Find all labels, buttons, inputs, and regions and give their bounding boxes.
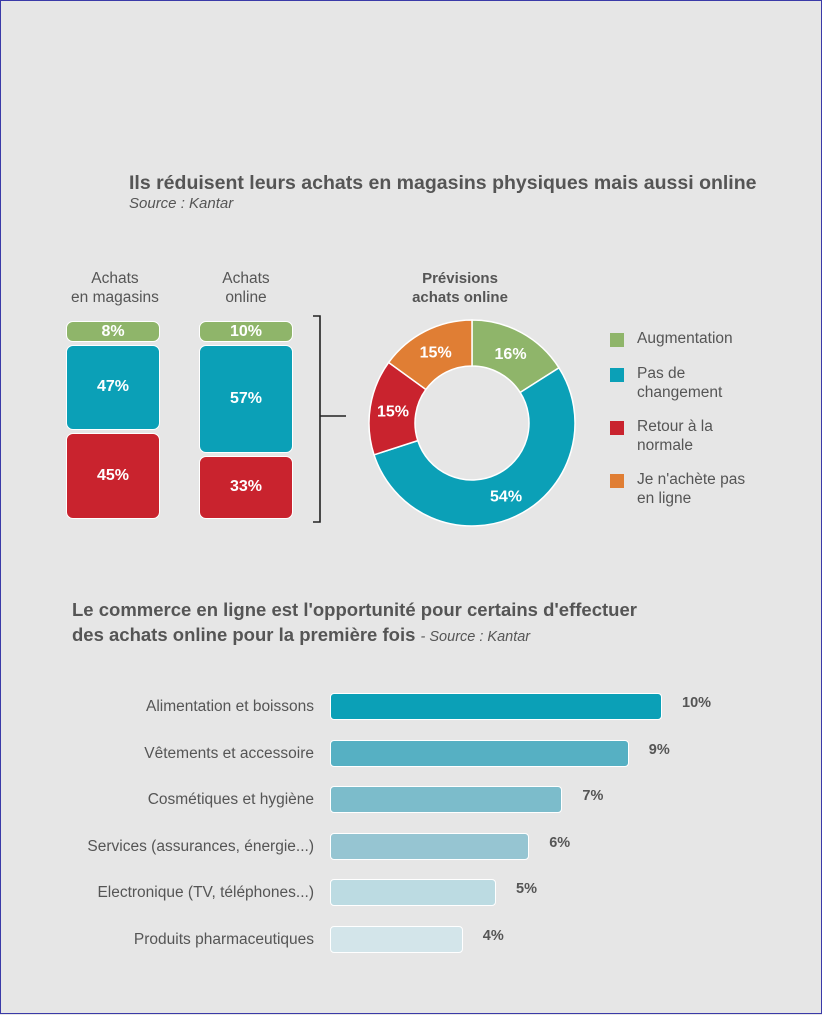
hbar-4 bbox=[330, 879, 496, 906]
legend-swatch bbox=[610, 368, 624, 382]
hbar-value-0: 10% bbox=[682, 695, 712, 711]
stack-col-head-1: Achats online bbox=[222, 270, 270, 306]
chart1-title: Ils réduisent leurs achats en magasins p… bbox=[129, 172, 757, 194]
chart2-title: Le commerce en ligne est l'opportunité p… bbox=[72, 599, 637, 645]
stack-segment-1-0: 10% bbox=[199, 321, 293, 342]
stack-segment-0-2: 45% bbox=[66, 432, 160, 519]
donut-label-1: 54% bbox=[490, 488, 522, 505]
hbar-category-2: Cosmétiques et hygiène bbox=[147, 791, 314, 808]
legend-label: Retour à la normale bbox=[637, 418, 713, 454]
chart1-source: Source : Kantar bbox=[129, 195, 234, 212]
hbar-1 bbox=[330, 739, 629, 767]
legend-label: Augmentation bbox=[637, 330, 733, 347]
donut-title: Prévisions achats online bbox=[412, 270, 508, 306]
donut-label-2: 15% bbox=[377, 403, 409, 420]
legend-item-1: Pas de changement bbox=[610, 364, 767, 402]
legend-item-2: Retour à la normale bbox=[610, 417, 767, 455]
stack-segment-1-1: 57% bbox=[199, 345, 293, 453]
donut-label-3: 15% bbox=[420, 345, 452, 362]
hbar-category-1: Vêtements et accessoire bbox=[144, 744, 314, 762]
legend-label: Je n'achète pas en ligne bbox=[637, 471, 746, 507]
hbar-category-4: Electronique (TV, téléphones...) bbox=[97, 884, 314, 901]
legend-label: Pas de changement bbox=[637, 365, 723, 401]
stack-col-head-0: Achats en magasins bbox=[71, 270, 159, 306]
legend-swatch bbox=[610, 421, 624, 435]
hbar-value-5: 4% bbox=[482, 927, 504, 944]
stack-segment-0-0: 8% bbox=[66, 321, 160, 342]
legend-swatch bbox=[610, 474, 624, 488]
donut-label-0: 16% bbox=[495, 346, 527, 363]
legend-item-0: Augmentation bbox=[610, 329, 767, 348]
hbar-category-0: Alimentation et boissons bbox=[145, 698, 314, 715]
hbar-2 bbox=[330, 786, 563, 813]
chart2-source: - Source : Kantar bbox=[420, 629, 531, 645]
stack-segment-0-1: 47% bbox=[66, 345, 160, 430]
legend-swatch bbox=[610, 333, 624, 347]
donut-slice-3 bbox=[387, 319, 473, 391]
hbar-3 bbox=[330, 832, 530, 860]
hbar-5 bbox=[330, 925, 463, 953]
hbar-category-3: Services (assurances, énergie...) bbox=[87, 837, 314, 855]
hbar-category-5: Produits pharmaceutiques bbox=[133, 930, 314, 948]
hbar-value-3: 6% bbox=[549, 834, 571, 851]
hbar-value-1: 9% bbox=[648, 741, 670, 758]
donut-slice-1 bbox=[373, 366, 576, 527]
hbar-0 bbox=[330, 693, 662, 720]
stack-segment-1-2: 33% bbox=[199, 455, 293, 519]
hbar-value-2: 7% bbox=[582, 788, 604, 804]
legend-item-3: Je n'achète pas en ligne bbox=[610, 470, 767, 508]
hbar-value-4: 5% bbox=[516, 881, 537, 897]
